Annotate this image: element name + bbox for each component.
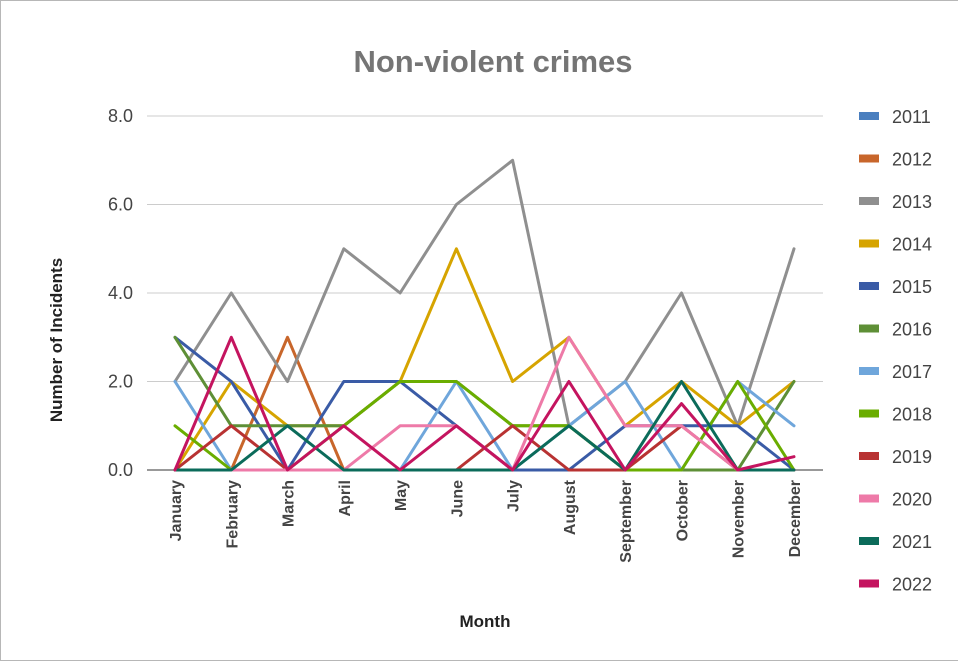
y-tick-label: 0.0 xyxy=(108,460,133,480)
x-tick-label: September xyxy=(618,480,635,563)
legend: 2011 2012 2013 2014 2015 2016 2017 2018 2019 2020… xyxy=(859,107,932,595)
legend-label: 2019 xyxy=(892,447,932,467)
x-axis-label: Month xyxy=(460,612,511,631)
series-lines xyxy=(173,158,796,472)
legend-label: 2016 xyxy=(892,320,932,340)
y-axis-label: Number of Incidents xyxy=(47,258,66,422)
x-tick-label: July xyxy=(506,480,523,512)
legend-label: 2022 xyxy=(892,575,932,595)
series-line-2022 xyxy=(173,335,796,472)
x-tick-label: November xyxy=(731,480,748,558)
y-tick-label: 6.0 xyxy=(108,195,133,215)
x-tick-label: February xyxy=(224,480,241,549)
legend-swatch xyxy=(859,409,879,418)
y-tick-label: 2.0 xyxy=(108,372,133,392)
x-tick-label: January xyxy=(168,480,185,541)
legend-swatch xyxy=(859,197,879,205)
legend-swatch xyxy=(859,154,879,163)
legend-swatch xyxy=(859,239,879,248)
series-line-2021 xyxy=(173,380,796,472)
series-line-2014 xyxy=(173,247,796,472)
legend-swatch xyxy=(859,282,879,290)
gridlines xyxy=(147,115,823,471)
y-axis-ticks: 0.0 2.0 4.0 6.0 8.0 xyxy=(108,106,133,480)
x-tick-label: October xyxy=(674,480,691,541)
legend-swatch xyxy=(859,324,879,333)
legend-swatch xyxy=(859,494,879,503)
legend-label: 2013 xyxy=(892,192,932,212)
x-tick-label: March xyxy=(281,480,298,527)
x-tick-label: June xyxy=(449,480,466,517)
legend-swatch xyxy=(859,112,879,120)
legend-swatch xyxy=(859,452,879,460)
x-tick-label: August xyxy=(562,479,579,535)
legend-swatch xyxy=(859,367,879,375)
x-tick-label: December xyxy=(787,480,804,557)
y-tick-label: 8.0 xyxy=(108,106,133,126)
legend-label: 2020 xyxy=(892,490,932,510)
legend-label: 2018 xyxy=(892,405,932,425)
x-tick-label: May xyxy=(393,480,410,511)
x-tick-label: April xyxy=(337,480,354,516)
legend-swatch xyxy=(859,579,879,588)
legend-label: 2021 xyxy=(892,532,932,552)
legend-label: 2015 xyxy=(892,277,932,297)
legend-swatch xyxy=(859,537,879,545)
x-axis-ticks: January February March April May June July Augu… xyxy=(168,479,804,562)
chart-title: Non-violent crimes xyxy=(353,44,632,79)
legend-label: 2017 xyxy=(892,362,932,382)
legend-label: 2012 xyxy=(892,150,932,170)
legend-label: 2014 xyxy=(892,235,932,255)
y-tick-label: 4.0 xyxy=(108,283,133,303)
legend-label: 2011 xyxy=(892,107,931,127)
series-line-2013 xyxy=(173,158,796,428)
